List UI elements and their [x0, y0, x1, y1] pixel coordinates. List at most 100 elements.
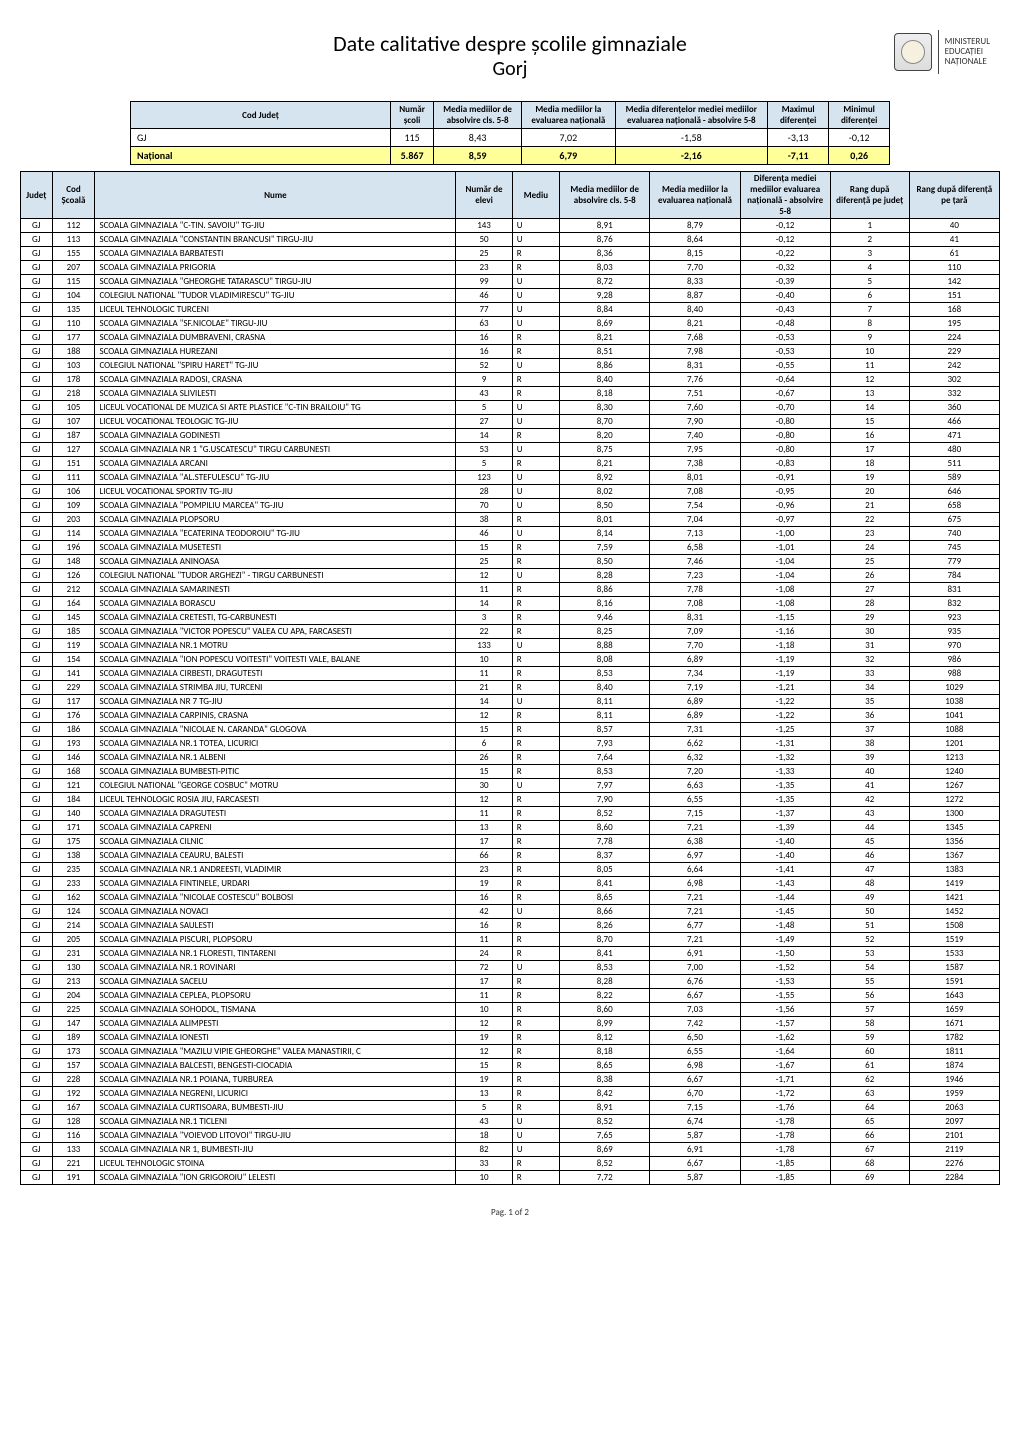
cell-cod: 124 — [52, 905, 95, 919]
cell-dif: -1,01 — [740, 541, 830, 555]
table-row: GJ114SCOALA GIMNAZIALA "ECATERINA TEODOR… — [21, 527, 1000, 541]
cell-mediu: U — [512, 359, 559, 373]
cell-mediu: R — [512, 261, 559, 275]
cell-nume: SCOALA GIMNAZIALA CILNIC — [95, 835, 456, 849]
cell-rang-t: 1508 — [909, 919, 999, 933]
cell-dif: -0,67 — [740, 387, 830, 401]
cell-eval: 7,08 — [650, 485, 740, 499]
cell-mediu: U — [512, 1115, 559, 1129]
cell-rang-t: 1240 — [909, 765, 999, 779]
cell-elevi: 16 — [456, 919, 512, 933]
cell-dif: -1,32 — [740, 751, 830, 765]
cell-cod: 214 — [52, 919, 95, 933]
cell-abs: 8,69 — [560, 317, 650, 331]
cell-judet: GJ — [21, 625, 53, 639]
table-row: GJ104COLEGIUL NATIONAL "TUDOR VLADIMIRES… — [21, 289, 1000, 303]
cell-elevi: 12 — [456, 793, 512, 807]
cell-eval: 8,01 — [650, 471, 740, 485]
cell-cod: 207 — [52, 261, 95, 275]
cell-nume: SCOALA GIMNAZIALA "NICOLAE N. CARANDA" G… — [95, 723, 456, 737]
cell-abs: 8,11 — [560, 709, 650, 723]
cell-dif: -1,40 — [740, 835, 830, 849]
cell-rang-j: 24 — [830, 541, 909, 555]
cell-mediu: R — [512, 1003, 559, 1017]
cell-cod: 148 — [52, 555, 95, 569]
cell-dif: -1,19 — [740, 667, 830, 681]
cell-rang-t: 1300 — [909, 807, 999, 821]
cell-eval: 6,89 — [650, 695, 740, 709]
cell-eval: 6,76 — [650, 975, 740, 989]
table-row: GJ167SCOALA GIMNAZIALA CURTISOARA, BUMBE… — [21, 1101, 1000, 1115]
table-row: GJ105LICEUL VOCATIONAL DE MUZICA SI ARTE… — [21, 401, 1000, 415]
cell-dif: -1,53 — [740, 975, 830, 989]
cell-rang-j: 20 — [830, 485, 909, 499]
cell-abs: 8,66 — [560, 905, 650, 919]
cell-rang-j: 57 — [830, 1003, 909, 1017]
cell-rang-t: 511 — [909, 457, 999, 471]
cell-mediu: R — [512, 331, 559, 345]
cell-nume: SCOALA GIMNAZIALA "VICTOR POPESCU" VALEA… — [95, 625, 456, 639]
cell-rang-j: 13 — [830, 387, 909, 401]
summary-eval: 6,79 — [522, 147, 616, 165]
cell-eval: 7,98 — [650, 345, 740, 359]
cell-nume: SCOALA GIMNAZIALA RADOSI, CRASNA — [95, 373, 456, 387]
cell-nume: SCOALA GIMNAZIALA NR.1 ROVINARI — [95, 961, 456, 975]
cell-judet: GJ — [21, 891, 53, 905]
cell-cod: 155 — [52, 247, 95, 261]
cell-rang-t: 589 — [909, 471, 999, 485]
cell-eval: 6,98 — [650, 1059, 740, 1073]
cell-abs: 8,84 — [560, 303, 650, 317]
cell-judet: GJ — [21, 359, 53, 373]
cell-elevi: 22 — [456, 625, 512, 639]
table-row: GJ146SCOALA GIMNAZIALA NR.1 ALBENI26R7,6… — [21, 751, 1000, 765]
cell-abs: 8,41 — [560, 877, 650, 891]
cell-rang-j: 53 — [830, 947, 909, 961]
cell-dif: -1,78 — [740, 1129, 830, 1143]
cell-abs: 7,72 — [560, 1171, 650, 1185]
cell-mediu: R — [512, 1073, 559, 1087]
cell-elevi: 9 — [456, 373, 512, 387]
cell-mediu: R — [512, 807, 559, 821]
cell-cod: 126 — [52, 569, 95, 583]
cell-cod: 177 — [52, 331, 95, 345]
cell-abs: 8,50 — [560, 499, 650, 513]
cell-mediu: R — [512, 835, 559, 849]
cell-rang-j: 40 — [830, 765, 909, 779]
cell-mediu: R — [512, 1157, 559, 1171]
cell-mediu: R — [512, 821, 559, 835]
cell-dif: -1,35 — [740, 779, 830, 793]
cell-dif: -1,19 — [740, 653, 830, 667]
cell-rang-t: 1201 — [909, 737, 999, 751]
cell-nume: COLEGIUL NATIONAL "TUDOR ARGHEZI" - TIRG… — [95, 569, 456, 583]
cell-elevi: 23 — [456, 863, 512, 877]
cell-rang-j: 31 — [830, 639, 909, 653]
cell-mediu: U — [512, 275, 559, 289]
cell-judet: GJ — [21, 723, 53, 737]
cell-rang-j: 63 — [830, 1087, 909, 1101]
col-nume: Nume — [95, 172, 456, 219]
cell-judet: GJ — [21, 443, 53, 457]
cell-mediu: R — [512, 975, 559, 989]
cell-rang-j: 12 — [830, 373, 909, 387]
cell-rang-j: 68 — [830, 1157, 909, 1171]
cell-eval: 7,68 — [650, 331, 740, 345]
cell-cod: 228 — [52, 1073, 95, 1087]
table-row: GJ171SCOALA GIMNAZIALA CAPRENI13R8,607,2… — [21, 821, 1000, 835]
cell-mediu: R — [512, 583, 559, 597]
cell-eval: 7,08 — [650, 597, 740, 611]
cell-rang-j: 58 — [830, 1017, 909, 1031]
cell-judet: GJ — [21, 793, 53, 807]
cell-mediu: U — [512, 1129, 559, 1143]
col-elevi: Număr de elevi — [456, 172, 512, 219]
cell-rang-t: 1419 — [909, 877, 999, 891]
cell-rang-j: 52 — [830, 933, 909, 947]
cell-mediu: U — [512, 527, 559, 541]
cell-eval: 6,97 — [650, 849, 740, 863]
cell-abs: 8,21 — [560, 331, 650, 345]
cell-eval: 7,60 — [650, 401, 740, 415]
table-row: GJ115SCOALA GIMNAZIALA "GHEORGHE TATARAS… — [21, 275, 1000, 289]
cell-rang-t: 1029 — [909, 681, 999, 695]
cell-eval: 6,55 — [650, 1045, 740, 1059]
table-row: GJ212SCOALA GIMNAZIALA SAMARINESTI11R8,8… — [21, 583, 1000, 597]
cell-eval: 7,21 — [650, 933, 740, 947]
